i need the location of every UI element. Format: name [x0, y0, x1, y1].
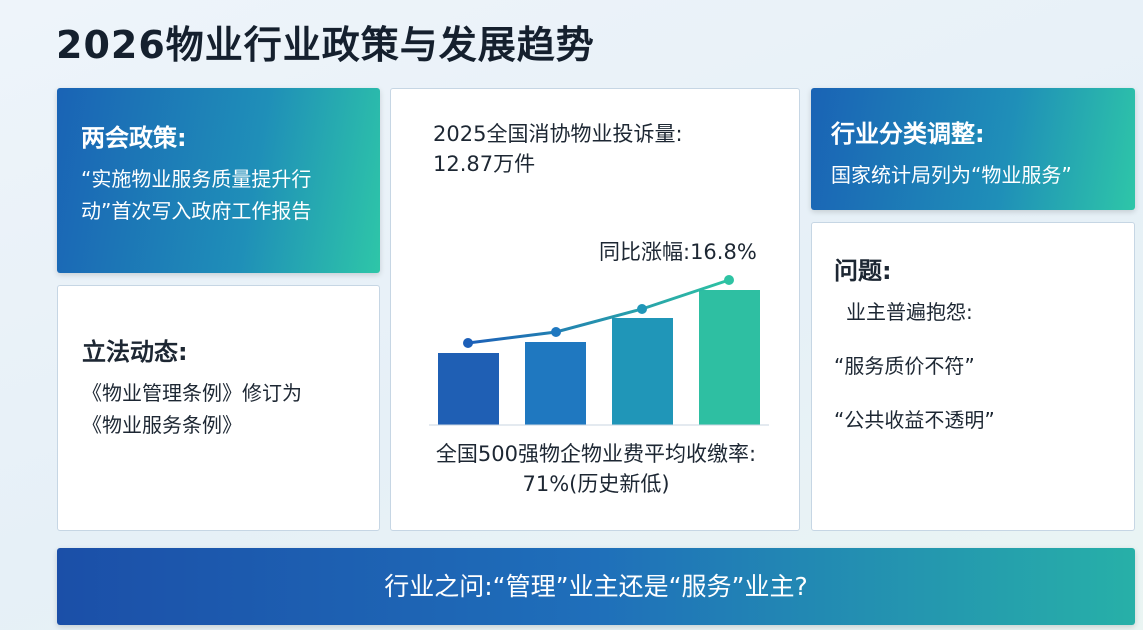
bar-shape: [612, 318, 673, 425]
bar-shape: [438, 353, 499, 425]
card-heading: 问题:: [834, 257, 892, 285]
card-heading: 2025全国消协物业投诉量: 12.87万件: [433, 119, 683, 179]
legislation-card: 立法动态: 《物业管理条例》修订为 《物业服务条例》: [57, 285, 380, 531]
bar-shape: [699, 290, 760, 425]
card-text: 动”首次写入政府工作报告: [81, 199, 312, 223]
caption-line: 全国500强物企物业费平均收缴率:: [435, 442, 757, 466]
card-text: 国家统计局列为“物业服务”: [831, 163, 1072, 187]
heading-line: 2025全国消协物业投诉量:: [433, 122, 683, 146]
card-heading: 立法动态:: [82, 338, 188, 366]
card-text: 《物业服务条例》: [82, 413, 242, 437]
caption-line: 71%(历史新低): [522, 472, 670, 496]
complaints-card: 2025全国消协物业投诉量: 12.87万件 同比涨幅:16.8% 全国500强…: [390, 88, 800, 531]
growth-label: 同比涨幅:16.8%: [599, 240, 757, 264]
card-heading: 两会政策:: [81, 124, 187, 152]
card-text: “实施物业服务质量提升行: [81, 167, 312, 191]
trend-dot: [724, 275, 734, 285]
issues-card: 问题: 业主普遍抱怨: “服务质价不符” “公共收益不透明”: [811, 222, 1135, 531]
trend-illustration: [429, 275, 769, 426]
trend-dot: [463, 338, 473, 348]
issue-item: “公共收益不透明”: [834, 408, 995, 432]
footer-banner: 行业之问:“管理”业主还是“服务”业主?: [57, 548, 1135, 625]
trend-dot: [637, 304, 647, 314]
issue-item: “服务质价不符”: [834, 354, 975, 378]
trend-line: [467, 278, 730, 345]
policy-card: 两会政策: “实施物业服务质量提升行 动”首次写入政府工作报告: [57, 88, 380, 273]
classification-card: 行业分类调整: 国家统计局列为“物业服务”: [811, 88, 1135, 210]
heading-line: 12.87万件: [433, 152, 536, 176]
card-caption: 全国500强物企物业费平均收缴率: 71%(历史新低): [391, 439, 801, 499]
card-text: 《物业管理条例》修订为: [82, 381, 302, 405]
card-heading: 行业分类调整:: [831, 120, 985, 148]
bar-shape: [525, 342, 586, 425]
trend-dot: [551, 327, 561, 337]
issue-item: 业主普遍抱怨:: [846, 300, 973, 324]
footer-text: 行业之问:“管理”业主还是“服务”业主?: [384, 572, 808, 601]
page-title: 2026物业行业政策与发展趋势: [56, 23, 595, 67]
